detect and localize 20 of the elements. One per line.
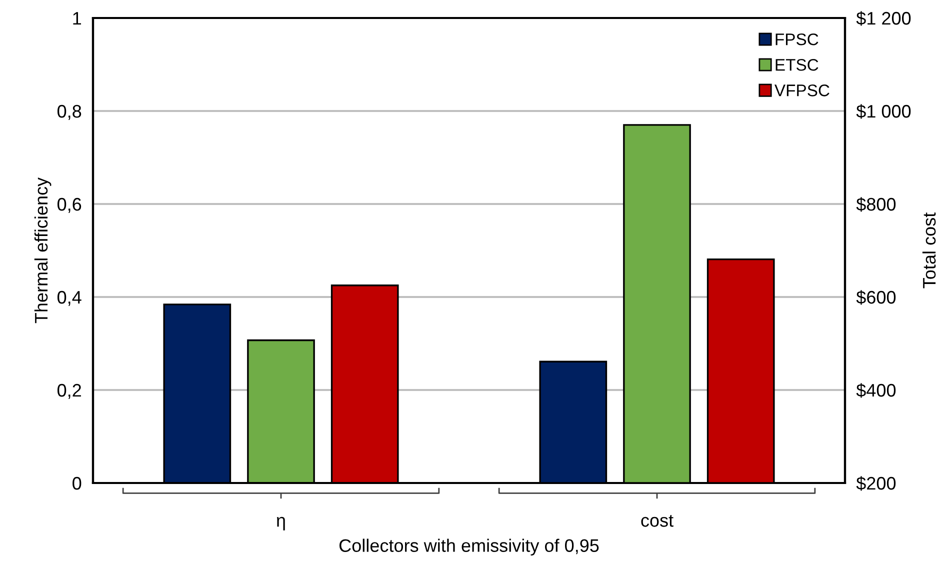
y2-tick-label: $1 200 <box>856 11 911 26</box>
legend-label: VFPSC <box>774 84 830 96</box>
legend-label: ETSC <box>776 58 818 71</box>
y-tick-label: 1 <box>73 12 82 25</box>
y-tick-label: 0,2 <box>57 384 81 399</box>
y2-tick-label: $600 <box>856 290 896 305</box>
y2-tick-label: $1 000 <box>856 104 911 119</box>
x-tick-label: cost <box>641 514 674 527</box>
legend-label: FPSC <box>776 33 818 46</box>
y-tick-label: 0,6 <box>57 198 82 213</box>
x-axis-title: Collectors with emissivity of 0,95 <box>339 538 599 556</box>
y-tick-label: 0,4 <box>57 290 82 306</box>
y-axis-title: Thermal efficiency <box>34 177 52 324</box>
y2-tick-label: $200 <box>856 476 896 491</box>
y2-tick-label: $400 <box>856 383 896 398</box>
x-tick-label: η <box>276 516 285 530</box>
y-tick-label: 0,8 <box>57 104 82 120</box>
y2-axis-title: Total cost <box>922 212 936 288</box>
y2-tick-label: $800 <box>856 197 896 212</box>
y-tick-label: 0 <box>72 476 82 490</box>
